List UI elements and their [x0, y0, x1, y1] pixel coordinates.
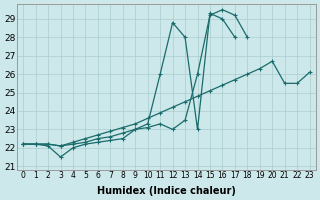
X-axis label: Humidex (Indice chaleur): Humidex (Indice chaleur): [97, 186, 236, 196]
